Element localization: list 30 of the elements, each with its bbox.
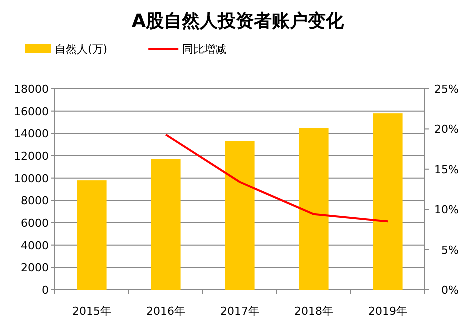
bar xyxy=(225,141,255,290)
bar xyxy=(77,180,107,290)
y2-tick-label: 10% xyxy=(434,204,459,217)
x-tick-label: 2019年 xyxy=(368,305,408,318)
y-tick-label: 6000 xyxy=(21,217,49,230)
y-tick-label: 0 xyxy=(42,284,49,297)
y-tick-label: 2000 xyxy=(21,262,49,275)
legend-label: 同比增减 xyxy=(182,43,227,56)
y-tick-label: 10000 xyxy=(14,172,49,186)
y2-tick-label: 5% xyxy=(442,244,459,257)
x-tick-label: 2016年 xyxy=(146,305,186,318)
bar xyxy=(151,159,181,290)
x-tick-label: 2017年 xyxy=(220,305,260,318)
y-tick-label: 14000 xyxy=(14,128,49,141)
y2-tick-label: 25% xyxy=(434,83,459,96)
y-tick-label: 4000 xyxy=(21,239,49,252)
y-tick-label: 12000 xyxy=(14,150,49,163)
y2-tick-label: 0% xyxy=(442,284,459,297)
y-tick-label: 16000 xyxy=(14,105,49,118)
y-tick-label: 8000 xyxy=(21,194,49,208)
bar xyxy=(299,128,329,290)
legend-label: 自然人(万) xyxy=(55,43,108,56)
chart-title: A股自然人投资者账户变化 xyxy=(132,11,345,32)
y-tick-label: 18000 xyxy=(14,83,49,96)
x-tick-label: 2018年 xyxy=(294,305,334,318)
y2-tick-label: 15% xyxy=(434,163,459,176)
x-tick-label: 2015年 xyxy=(72,305,112,318)
line-series xyxy=(165,134,389,223)
bar xyxy=(373,114,403,290)
y2-tick-label: 20% xyxy=(434,123,459,136)
